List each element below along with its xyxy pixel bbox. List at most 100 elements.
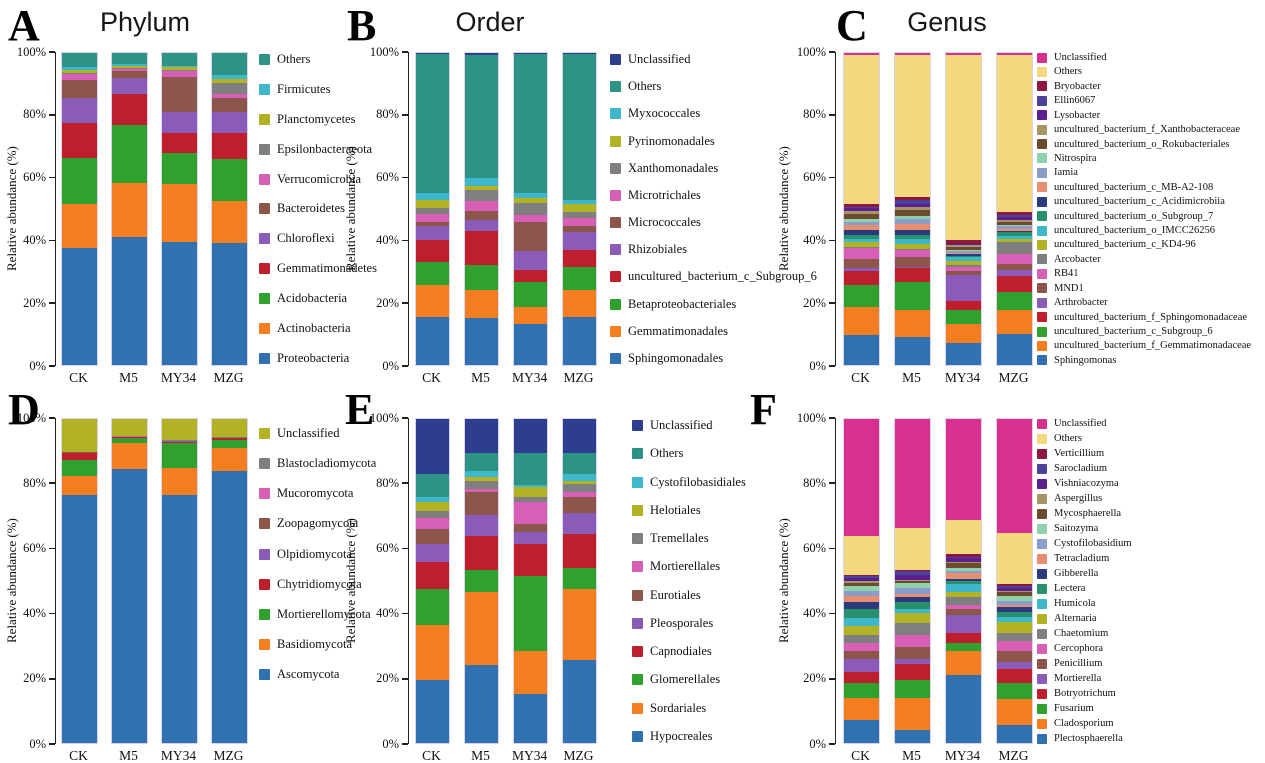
legend-color-chip [632,617,643,629]
legend-color-chip [1037,268,1047,279]
segment-Saitozyma [895,582,930,588]
y-tick-label: 100% [369,410,399,425]
y-tick-label: 20% [803,295,826,310]
bar-M5 [894,418,931,744]
segment-Saitozyma [844,585,879,591]
legend-item: Planctomycetes [259,112,355,127]
legend-color-chip [1037,703,1047,714]
panel-letter: C [836,1,868,50]
y-tick-label: 100% [369,44,399,59]
segment-Others [946,519,981,554]
legend-color-chip [259,83,270,95]
y-axis-ticks: 0% 20% 40% 60% 80% 100% [789,411,835,751]
legend-item: uncultured_bacterium_f_Sphingomonadaceae [1037,312,1262,323]
legend-label: Myxococcales [628,106,701,121]
legend-item: Cystofilobasidium [1037,538,1262,549]
segment-Unclassified [416,419,449,475]
segment-uncultured_bacterium_o_Rokubacteriales [844,214,879,220]
segment-Nitrospira [997,224,1032,227]
legend-color-chip [632,420,643,431]
segment-Rhizobiales [514,251,547,270]
segment-Others [465,453,498,471]
x-category-label: MZG [213,748,244,763]
y-tick: 0% [29,737,55,751]
segment-Firmicutes [112,64,147,66]
segment-Lysobacter [997,216,1032,221]
legend-item: Unclassified [1037,418,1262,429]
segment-Pyrinomonadales [514,198,547,203]
plot-area [835,52,1033,366]
legend-color-chip [259,669,270,680]
segment-uncultured_bacterium_o_IMCC26256 [895,239,930,244]
segment-Aspergillus [844,581,879,583]
legend-label: Alternaria [1054,613,1097,624]
segment-Bacteroidetes [162,77,197,113]
segment-Others [844,535,879,575]
legend-label: Micrococcales [628,215,701,230]
x-category-label: M5 [119,370,138,385]
y-tick: 60% [803,541,835,555]
legend-item: Sphingomonadales [610,351,830,366]
segment-Sordariales [416,624,449,680]
segment-Mycosphaerella [946,563,981,569]
segment-Chloroflexi [212,112,247,133]
y-tick-label: 100% [16,44,46,59]
segment-Lectera [895,602,930,609]
segment-Sordariales [465,592,498,666]
x-category-label: MZG [213,370,244,385]
segment-Chytridiomycota [62,453,97,460]
legend-color-chip [1037,283,1047,294]
segment-Lysobacter [844,208,879,212]
bar-CK [415,418,450,744]
segment-uncultured_bacterium_f_Sphingomonadaceae [946,301,981,311]
chart-area: Relative abundance (%) 0% 20% 40% 60% 80% 100… [4,45,377,373]
legend-color-chip [632,646,643,658]
legend-label: Mortierellales [650,559,721,574]
segment-Arthrobacter [895,266,930,269]
legend-item: Others [1037,433,1262,444]
segment-Microtrichales [416,213,449,222]
legend-label: Firmicutes [277,81,331,96]
segment-Epsilonbacteraeota [112,68,147,69]
x-category-label: MY34 [944,748,981,763]
segment-uncultured_bacterium_c_Subgroup_6 [946,310,981,325]
segment-Cercophora [844,642,879,651]
y-tick: 100% [17,45,55,59]
segment-uncultured_bacterium_o_Subgroup_7 [946,255,981,258]
segment-Unclassified [895,53,930,55]
y-axis: Relative abundance (%) 0% 20% 40% 60% 80% 100… [776,45,835,373]
segment-Cercophora [895,634,930,648]
legend-item: Tremellales [632,531,792,546]
plot-area [835,418,1033,744]
segment-Aspergillus [946,561,981,564]
segment-Tremellales [416,511,449,518]
legend-item: Sordariales [632,701,792,716]
segment-Tetracladium [946,572,981,580]
legend-label: Penicillium [1054,658,1103,669]
segment-Actinobacteria [62,204,97,248]
chart-area: Relative abundance (%) 0% 20% 40% 60% 80% 100… [4,411,419,751]
y-tick: 40% [23,233,55,247]
segment-Unclassified [563,53,596,54]
legend-color-chip [259,233,270,245]
y-tick-mark [829,365,835,367]
segment-Microtrichales [514,215,547,222]
segment-Ascomycota [162,495,197,743]
segment-uncultured_bacterium_c_Subgroup_6 [844,285,879,308]
segment-Bryobacter [997,212,1032,216]
y-tick-mark [402,239,408,242]
legend-color-chip [1037,211,1047,222]
bar-M5 [111,418,148,744]
segment-uncultured_bacterium_c_Acidimicrobiia [844,230,879,235]
segment-uncultured_bacterium_c_KD4-96 [997,238,1032,242]
y-tick-label: 60% [803,170,826,185]
legend-item: Basidiomycota [259,637,419,652]
y-tick-label: 80% [23,475,46,490]
bar-MY34 [161,418,198,744]
segment-Tetracladium [997,605,1032,607]
x-axis-labels: CK M5 MY34 MZG [835,748,1032,763]
segment-Others [514,453,547,486]
segment-Verrucomicrobia [112,68,147,71]
y-tick-mark [402,743,408,745]
segment-Alternaria [997,621,1032,633]
